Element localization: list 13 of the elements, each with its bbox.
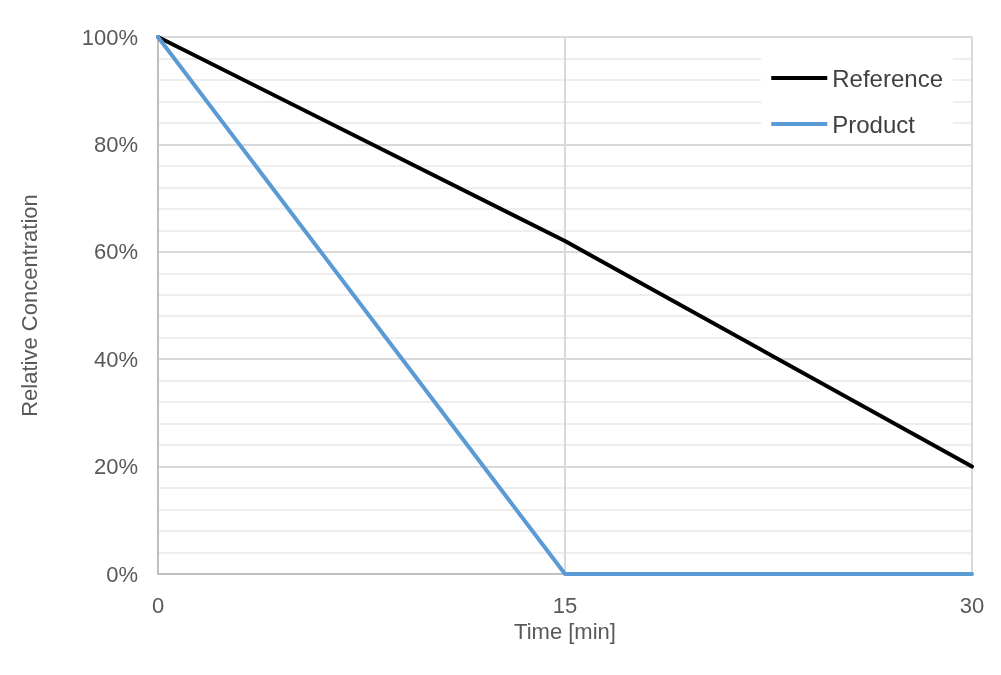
y-axis-title: Relative Concentration (16, 194, 42, 417)
y-tick-label: 20% (93, 454, 138, 480)
x-tick-label: 0 (151, 592, 165, 618)
x-tick-label: 30 (959, 592, 985, 618)
y-tick-label: 0% (106, 561, 138, 587)
x-axis-title: Time [min] (514, 619, 616, 645)
legend-label: Product (832, 110, 916, 138)
x-tick-label: 15 (552, 592, 578, 618)
y-tick-label: 100% (81, 24, 138, 50)
legend-label: Reference (832, 64, 943, 92)
y-tick-label: 40% (93, 346, 138, 372)
y-tick-label: 80% (93, 131, 138, 157)
y-tick-label: 60% (93, 239, 138, 265)
